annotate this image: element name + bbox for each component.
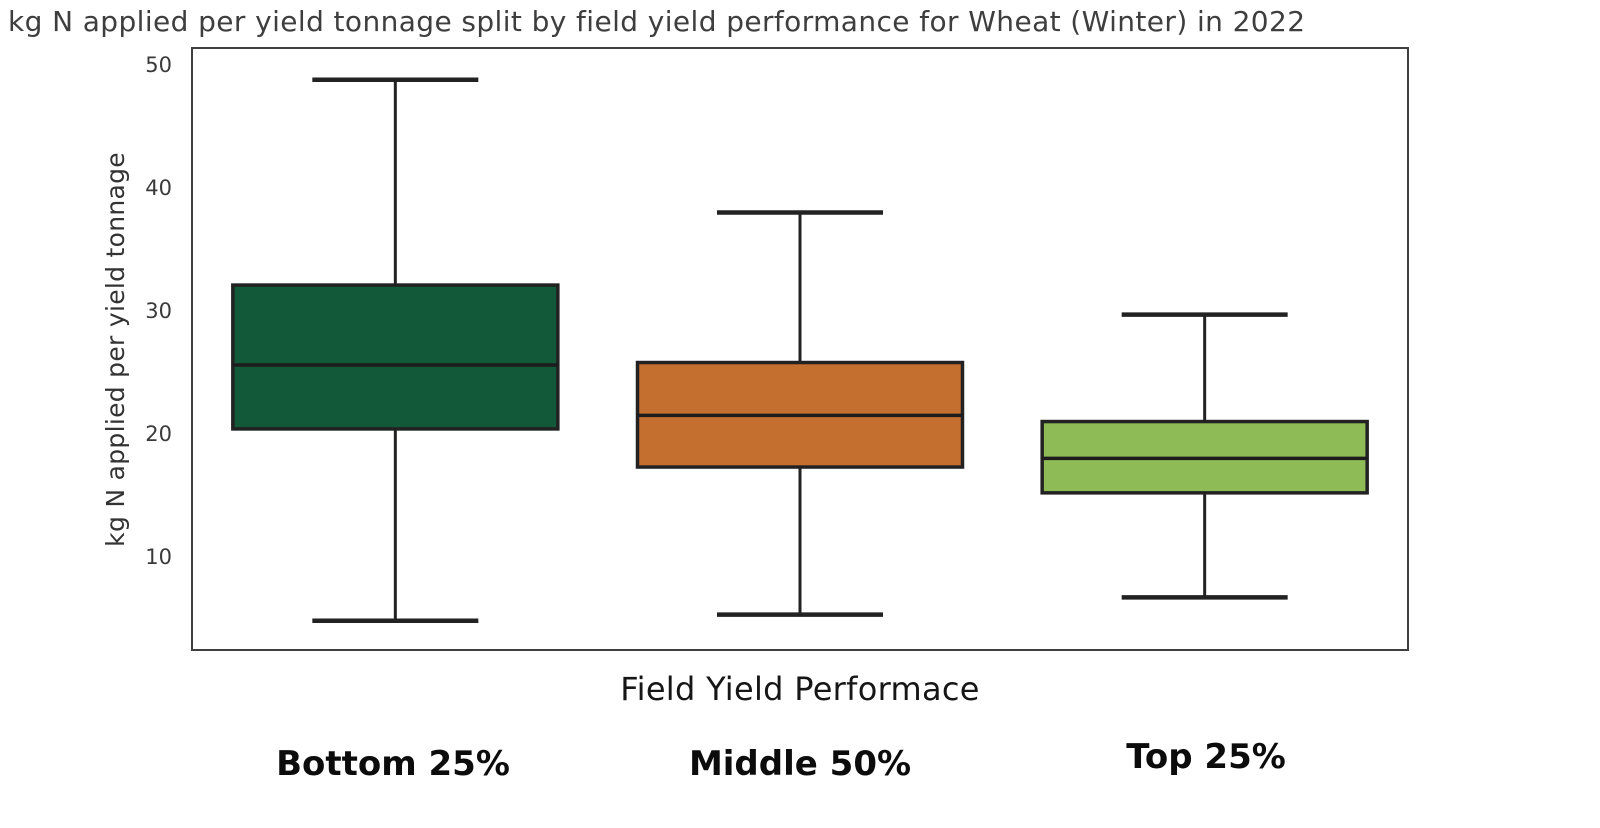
y-tick-label: 40 [145, 176, 172, 201]
iqr-box [231, 283, 560, 431]
y-tick-label: 30 [145, 299, 172, 324]
box-top-25 [1040, 312, 1369, 600]
y-axis-ticks: 10 20 30 40 50 [100, 47, 172, 651]
x-category-label-top-25: Top 25% [1126, 737, 1286, 777]
x-axis-label: Field Yield Performace [620, 670, 980, 708]
y-tick-label: 50 [145, 53, 172, 78]
box-bottom-25 [231, 77, 560, 623]
x-category-label-bottom-25: Bottom 25% [276, 744, 510, 784]
boxplot-svg [231, 77, 1369, 623]
y-tick-label: 10 [145, 545, 172, 570]
box-middle-50 [635, 210, 965, 617]
x-category-label-middle-50: Middle 50% [688, 744, 912, 784]
chart-title: kg N applied per yield tonnage split by … [8, 5, 1306, 38]
plot-area [191, 47, 1409, 651]
y-tick-label: 20 [145, 422, 172, 447]
